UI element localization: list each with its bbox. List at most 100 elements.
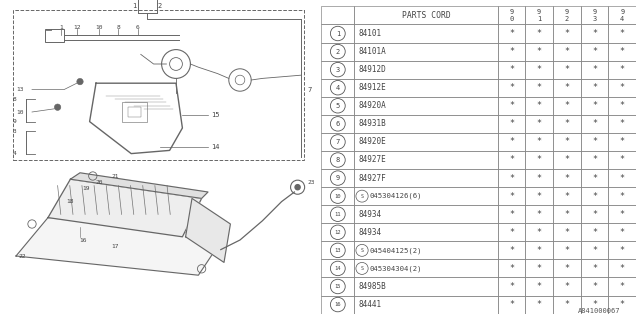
Text: *: * [592, 300, 597, 309]
Text: 8: 8 [336, 157, 340, 163]
Text: *: * [564, 156, 570, 164]
Text: *: * [592, 101, 597, 110]
Bar [498, 79, 525, 97]
Text: *: * [509, 83, 514, 92]
Text: 1: 1 [132, 4, 136, 9]
Bar [498, 6, 525, 24]
Bar [525, 169, 553, 187]
Bar [355, 60, 498, 79]
Text: *: * [509, 210, 514, 219]
Bar [553, 115, 580, 133]
Bar [609, 169, 636, 187]
Text: 15: 15 [211, 112, 220, 118]
Text: *: * [620, 65, 625, 74]
Bar [525, 151, 553, 169]
Text: *: * [592, 228, 597, 237]
Text: *: * [592, 65, 597, 74]
Bar [580, 60, 609, 79]
Text: S: S [360, 248, 364, 253]
Text: 6: 6 [336, 121, 340, 127]
Text: *: * [509, 65, 514, 74]
Text: 84920A: 84920A [358, 101, 386, 110]
Text: *: * [592, 264, 597, 273]
Text: 19: 19 [83, 186, 90, 191]
Bar [580, 133, 609, 151]
Text: 17: 17 [111, 244, 119, 249]
Bar [498, 241, 525, 260]
Bar [580, 24, 609, 43]
Bar [498, 187, 525, 205]
Text: *: * [620, 264, 625, 273]
Text: 5: 5 [336, 103, 340, 109]
Text: *: * [537, 137, 541, 147]
Bar [553, 205, 580, 223]
Bar [355, 6, 498, 24]
Text: 0: 0 [509, 15, 513, 21]
Text: *: * [564, 83, 570, 92]
Text: 21: 21 [111, 173, 119, 179]
Text: *: * [537, 282, 541, 291]
Text: *: * [620, 47, 625, 56]
Bar [498, 223, 525, 241]
Bar [553, 24, 580, 43]
Bar [525, 115, 553, 133]
Text: 9: 9 [564, 9, 569, 15]
Text: *: * [592, 173, 597, 183]
Bar [525, 6, 553, 24]
Text: 4: 4 [12, 151, 16, 156]
Bar [355, 296, 498, 314]
Text: 8: 8 [116, 25, 120, 30]
Text: *: * [509, 119, 514, 128]
Text: *: * [592, 137, 597, 147]
Text: 045304126(6): 045304126(6) [370, 193, 422, 199]
Bar [525, 133, 553, 151]
Bar [525, 241, 553, 260]
Text: *: * [537, 210, 541, 219]
Text: *: * [509, 101, 514, 110]
Text: *: * [592, 119, 597, 128]
Bar [609, 60, 636, 79]
Bar [321, 115, 355, 133]
Text: *: * [592, 156, 597, 164]
Text: *: * [564, 137, 570, 147]
Text: *: * [620, 246, 625, 255]
Bar [498, 115, 525, 133]
Text: *: * [537, 83, 541, 92]
Circle shape [54, 104, 61, 110]
Bar [553, 260, 580, 277]
Text: 045404125(2): 045404125(2) [370, 247, 422, 254]
Bar [580, 151, 609, 169]
Bar [580, 97, 609, 115]
Bar [609, 43, 636, 60]
Text: 10: 10 [335, 194, 341, 199]
Bar [609, 223, 636, 241]
Text: 84927E: 84927E [358, 156, 386, 164]
Bar [609, 115, 636, 133]
Text: 15: 15 [335, 284, 341, 289]
Bar [553, 277, 580, 296]
Bar [128, 107, 141, 117]
Polygon shape [70, 173, 208, 198]
Text: 84985B: 84985B [358, 282, 386, 291]
Text: 11: 11 [335, 212, 341, 217]
Bar [525, 260, 553, 277]
Bar [321, 277, 355, 296]
Text: 13: 13 [335, 248, 341, 253]
Bar [580, 223, 609, 241]
Text: 84934: 84934 [358, 210, 381, 219]
Bar [321, 79, 355, 97]
Text: 3: 3 [336, 67, 340, 73]
Bar [525, 205, 553, 223]
Text: *: * [564, 101, 570, 110]
Text: *: * [620, 137, 625, 147]
Text: *: * [620, 119, 625, 128]
Text: *: * [620, 300, 625, 309]
Text: *: * [564, 282, 570, 291]
Polygon shape [16, 218, 224, 275]
Bar [45, 29, 64, 42]
Text: *: * [537, 228, 541, 237]
Bar [355, 205, 498, 223]
Text: 16: 16 [335, 302, 341, 307]
Text: *: * [620, 192, 625, 201]
Text: *: * [620, 282, 625, 291]
